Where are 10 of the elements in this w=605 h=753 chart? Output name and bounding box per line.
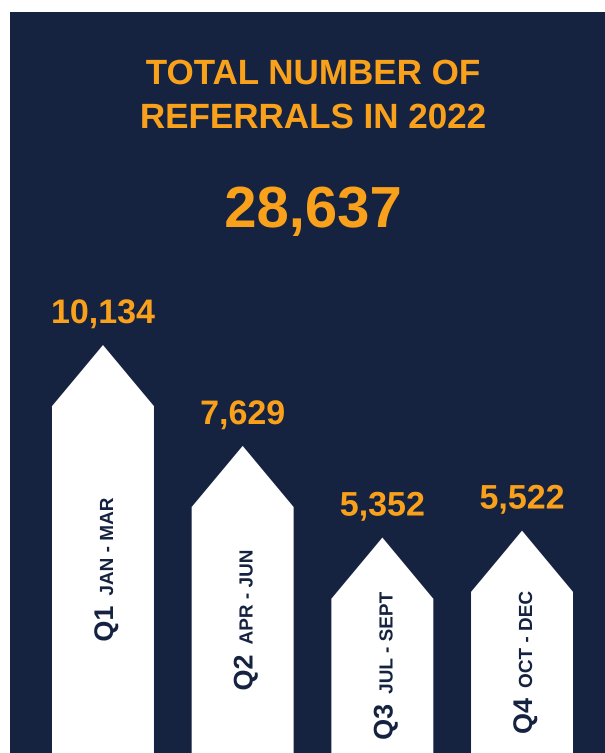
data-label: 7,629 [200, 394, 286, 432]
x-tick-label: Q2 APR - JUN [228, 549, 259, 691]
x-tick-label: Q3 JUL - SEPT [368, 591, 398, 740]
data-label: 5,522 [479, 478, 565, 517]
data-label: 10,134 [50, 293, 156, 331]
x-tick-label: Q4 OCT - DEC [508, 590, 538, 734]
chart-title: TOTAL NUMBER OF REFERRALS IN 2022 [140, 53, 486, 136]
chart-subtitle: 28,637 [224, 175, 402, 240]
data-label: 5,352 [340, 486, 425, 524]
x-tick-label: Q1 JAN - MAR [88, 497, 119, 642]
